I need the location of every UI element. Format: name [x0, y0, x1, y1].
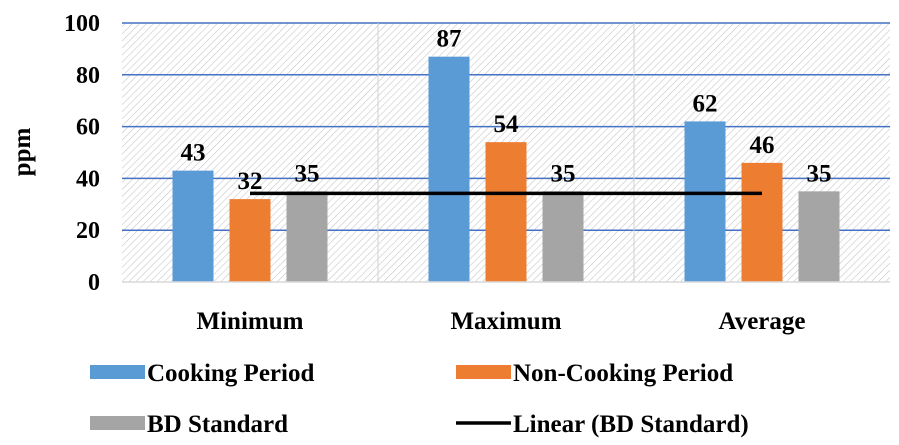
data-label: 35: [551, 160, 576, 187]
bar: [741, 162, 783, 282]
y-tick-label: 40: [76, 166, 100, 192]
y-tick-label: 100: [64, 11, 100, 37]
data-label: 35: [807, 160, 832, 187]
legend-label: Cooking Period: [147, 360, 314, 387]
bar: [428, 56, 470, 282]
y-tick-label: 20: [76, 218, 100, 244]
bar: [229, 199, 271, 282]
x-category-label: Maximum: [450, 308, 561, 335]
axes: 0 20 40 60 80 100 Minimum Maximum Average: [64, 11, 890, 335]
bars: [172, 56, 840, 282]
bar: [542, 191, 584, 282]
data-label: 87: [437, 26, 462, 53]
legend-swatch: [90, 365, 145, 379]
legend-swatch: [90, 416, 145, 430]
legend: Cooking Period Non-Cooking Period BD Stand…: [90, 360, 749, 438]
y-tick-label: 0: [88, 270, 100, 296]
y-tick-label: 60: [76, 115, 100, 141]
data-label: 46: [750, 132, 775, 159]
legend-swatch: [456, 365, 511, 379]
x-category-label: Minimum: [197, 308, 304, 335]
data-label: 35: [295, 160, 320, 187]
data-label: 43: [181, 140, 206, 167]
bar: [172, 170, 214, 282]
bar: [286, 191, 328, 282]
data-labels: 43 87 62 32 54 46 35 35 35: [181, 26, 832, 195]
data-label: 54: [494, 111, 520, 138]
y-axis-label: ppm: [9, 128, 36, 177]
data-label: 32: [238, 168, 263, 195]
bar: [684, 121, 726, 282]
legend-label: BD Standard: [147, 411, 288, 438]
y-tick-label: 80: [76, 63, 100, 89]
data-label: 62: [693, 90, 718, 117]
bar: [798, 191, 840, 282]
legend-label: Non-Cooking Period: [513, 360, 733, 387]
bar: [485, 142, 527, 282]
x-category-label: Average: [719, 308, 806, 335]
legend-label: Linear (BD Standard): [513, 411, 749, 438]
